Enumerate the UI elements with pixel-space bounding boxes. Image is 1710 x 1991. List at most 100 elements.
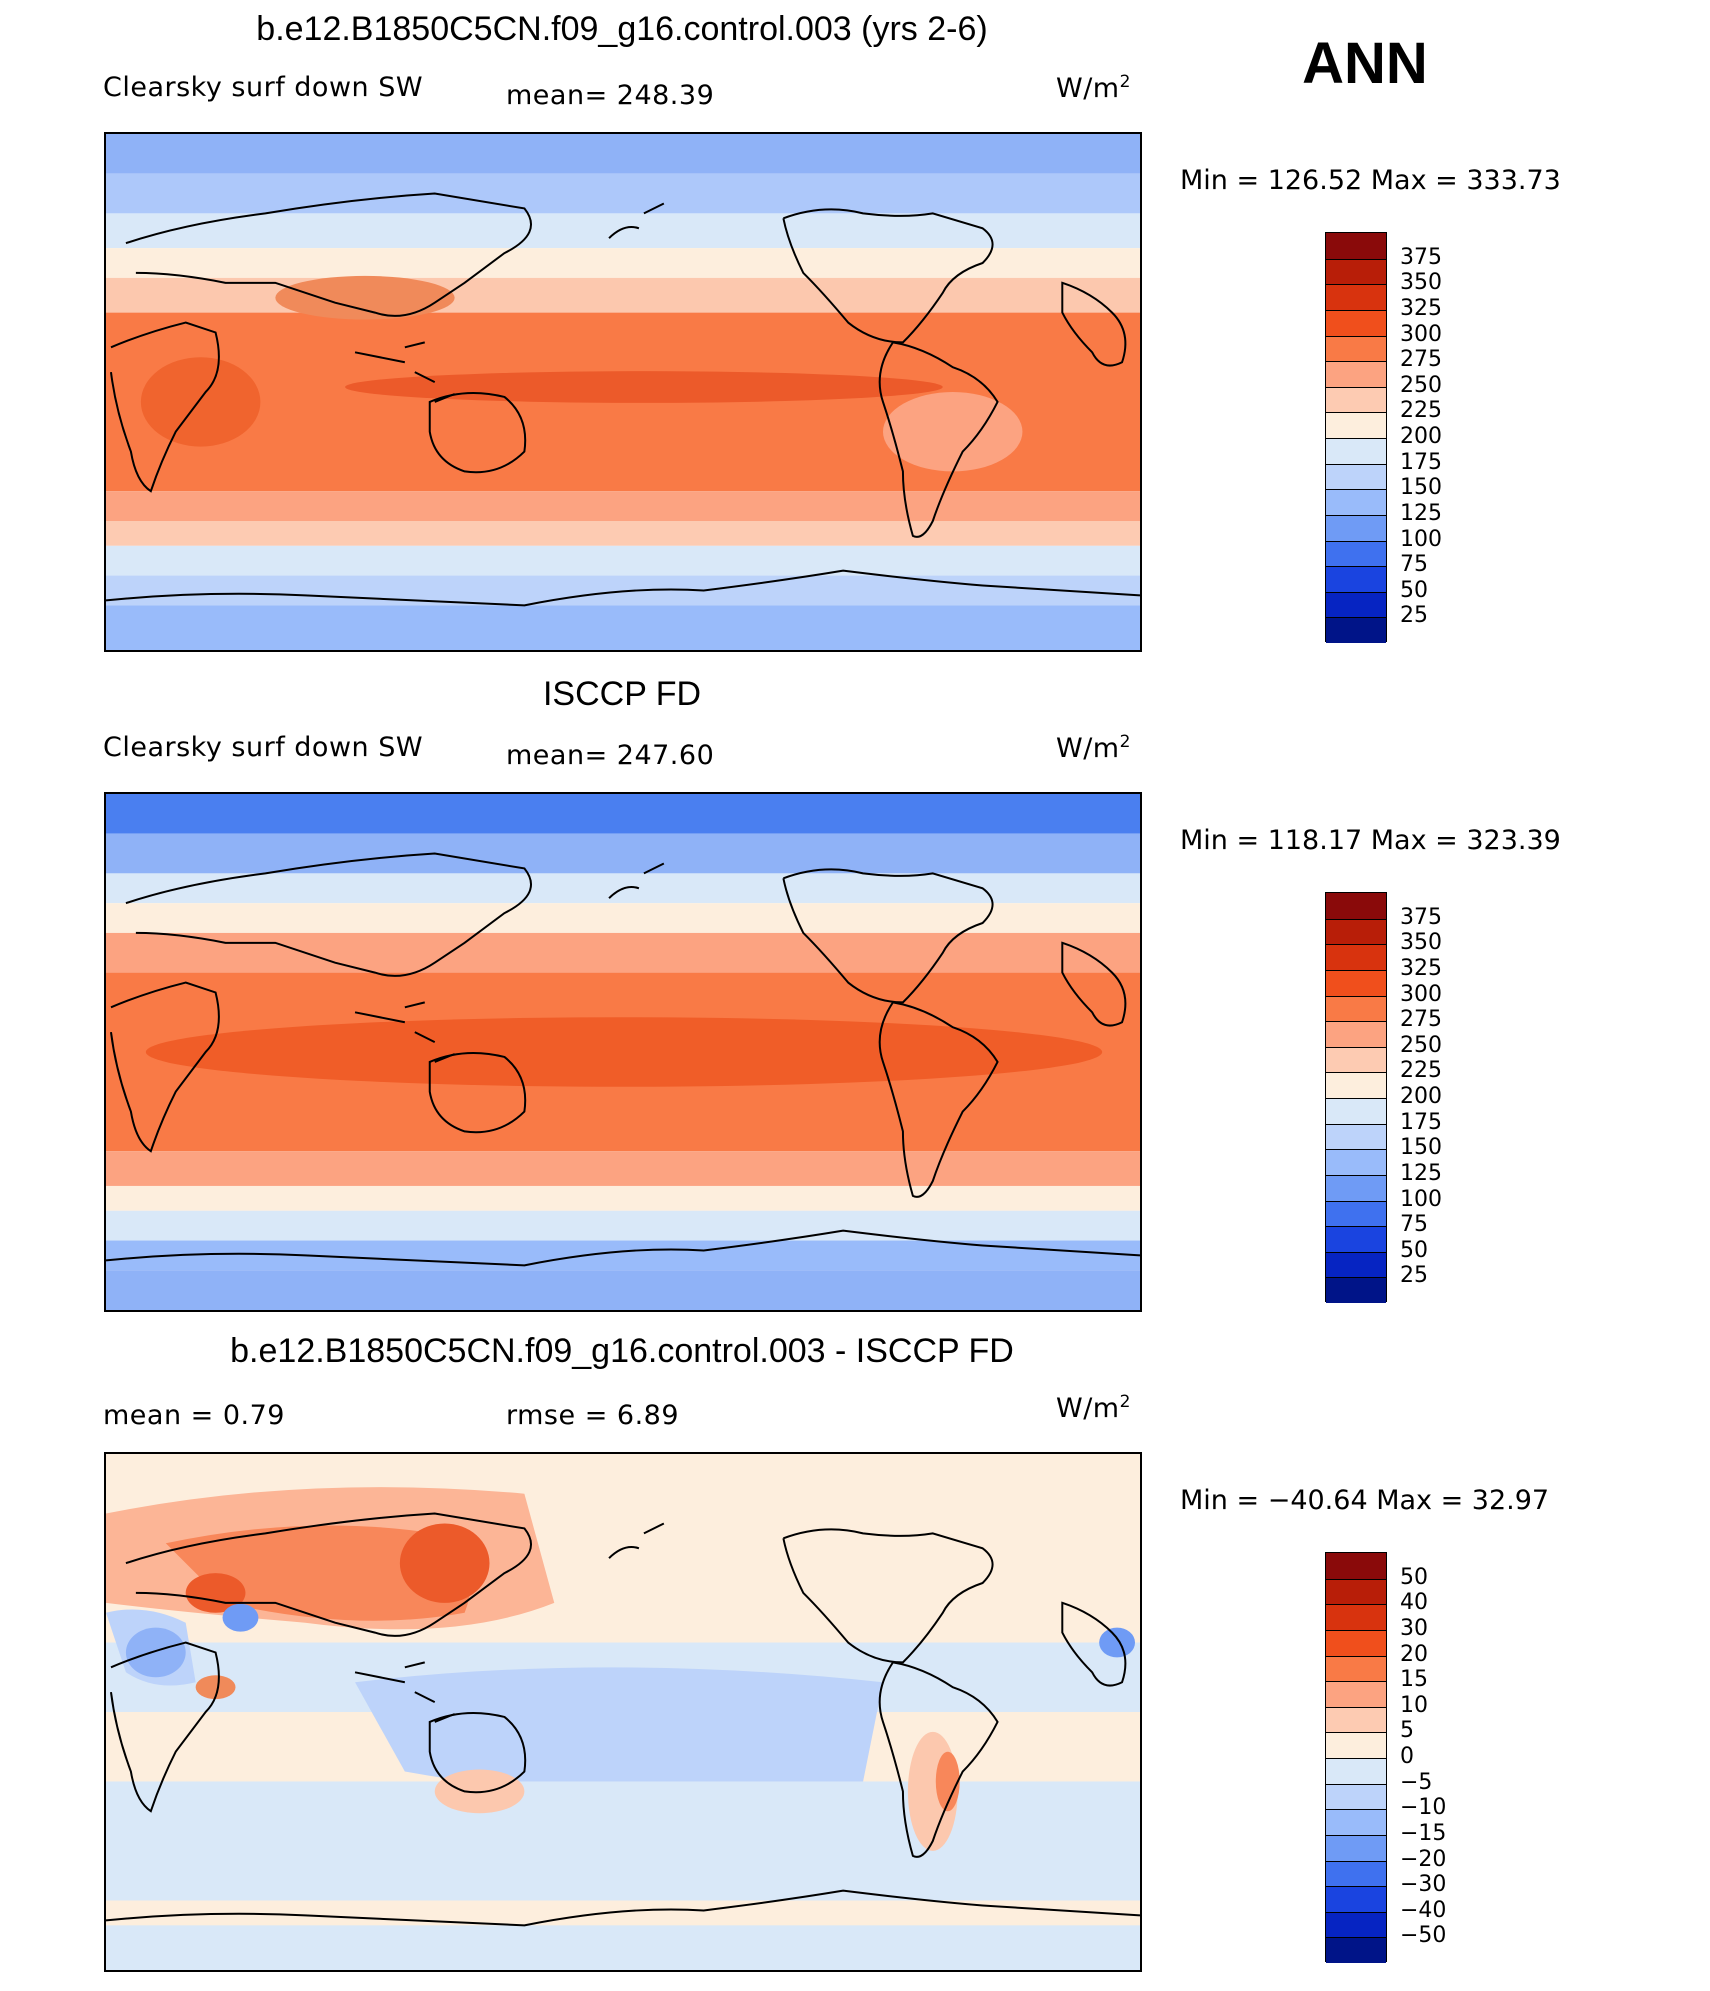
colorbar-swatch (1326, 617, 1386, 643)
colorbar-tick-label: 350 (1400, 930, 1442, 956)
colorbar-swatch (1326, 1021, 1386, 1047)
colorbar-swatch (1326, 1911, 1386, 1938)
colorbar-swatch (1326, 893, 1386, 919)
colorbar-tick-label: 30 (1400, 1615, 1428, 1641)
colorbar-tick-label: 25 (1400, 1263, 1428, 1289)
colorbar-model (1325, 232, 1387, 643)
colorbar-swatch (1326, 1706, 1386, 1733)
panel-obs-map (104, 792, 1142, 1312)
colorbar-swatch (1326, 1783, 1386, 1810)
colorbar-swatch (1326, 1123, 1386, 1150)
panel-diff-mean: mean = 0.79 (103, 1400, 285, 1431)
colorbar-tick-label: 20 (1400, 1641, 1428, 1667)
colorbar-tick-label: 150 (1400, 1135, 1442, 1161)
colorbar-tick-label: 125 (1400, 500, 1442, 526)
colorbar-swatch (1326, 1098, 1386, 1124)
panel-obs-mean: mean= 247.60 (506, 740, 715, 771)
panel-obs-units: W/m2 (1056, 732, 1131, 764)
colorbar-tick-label: 275 (1400, 1007, 1442, 1033)
colorbar-tick-label: 250 (1400, 372, 1442, 398)
colorbar-swatch (1326, 1860, 1386, 1887)
colorbar-swatch (1326, 1604, 1386, 1630)
colorbar-swatch (1326, 1655, 1386, 1682)
colorbar-obs (1325, 892, 1387, 1303)
colorbar-tick-label: 150 (1400, 475, 1442, 501)
colorbar-tick-label: −20 (1400, 1846, 1447, 1872)
colorbar-swatch (1326, 1226, 1386, 1252)
panel-model-mean: mean= 248.39 (506, 80, 715, 111)
colorbar-swatch (1326, 540, 1386, 567)
colorbar-tick-label: 75 (1400, 1212, 1428, 1238)
colorbar-swatch (1326, 591, 1386, 618)
panel-model-map (104, 132, 1142, 652)
season-label: ANN (1302, 31, 1428, 96)
colorbar-swatch (1326, 1149, 1386, 1175)
colorbar-swatch (1326, 995, 1386, 1022)
colorbar-swatch (1326, 1200, 1386, 1227)
colorbar-swatch (1326, 258, 1386, 285)
colorbar-swatch (1326, 1174, 1386, 1201)
colorbar-tick-label: 250 (1400, 1032, 1442, 1058)
colorbar-swatch (1326, 1629, 1386, 1656)
colorbar-swatch (1326, 1834, 1386, 1861)
colorbar-tick-label: 175 (1400, 1109, 1442, 1135)
colorbar-swatch (1326, 386, 1386, 413)
colorbar-swatch (1326, 1886, 1386, 1912)
colorbar-swatch (1326, 1758, 1386, 1784)
colorbar-tick-label: 325 (1400, 295, 1442, 321)
colorbar-swatch (1326, 463, 1386, 490)
colorbar-swatch (1326, 969, 1386, 996)
colorbar-tick-label: 300 (1400, 981, 1442, 1007)
colorbar-swatch (1326, 1251, 1386, 1278)
colorbar-swatch (1326, 944, 1386, 970)
colorbar-tick-label: −30 (1400, 1872, 1447, 1898)
colorbar-swatch (1326, 1681, 1386, 1707)
colorbar-swatch (1326, 412, 1386, 438)
colorbar-tick-label: 50 (1400, 577, 1428, 603)
colorbar-tick-label: 325 (1400, 955, 1442, 981)
colorbar-tick-label: 50 (1400, 1564, 1428, 1590)
colorbar-tick-label: 0 (1400, 1744, 1414, 1769)
colorbar-swatch (1326, 233, 1386, 259)
colorbar-diff (1325, 1552, 1387, 1963)
panel-diff-units: W/m2 (1056, 1392, 1131, 1424)
colorbar-tick-label: −15 (1400, 1820, 1447, 1846)
panel-diff-title: b.e12.B1850C5CN.f09_g16.control.003 - IS… (230, 1332, 1014, 1370)
colorbar-swatch (1326, 361, 1386, 387)
colorbar-swatch (1326, 514, 1386, 541)
colorbar-tick-label: −10 (1400, 1795, 1447, 1821)
colorbar-tick-label: 225 (1400, 1058, 1442, 1084)
colorbar-swatch (1326, 335, 1386, 362)
colorbar-swatch (1326, 1937, 1386, 1963)
colorbar-swatch (1326, 1553, 1386, 1579)
colorbar-swatch (1326, 438, 1386, 464)
colorbar-tick-label: 100 (1400, 1186, 1442, 1212)
panel-model-units: W/m2 (1056, 72, 1131, 104)
colorbar-tick-label: 25 (1400, 603, 1428, 629)
panel-diff-minmax: Min = −40.64 Max = 32.97 (1180, 1485, 1550, 1516)
colorbar-tick-label: 100 (1400, 526, 1442, 552)
colorbar-swatch (1326, 1277, 1386, 1303)
panel-model-variable: Clearsky surf down SW (103, 72, 424, 103)
colorbar-tick-label: 300 (1400, 321, 1442, 347)
colorbar-swatch (1326, 309, 1386, 336)
colorbar-tick-label: 40 (1400, 1590, 1428, 1616)
panel-model-title: b.e12.B1850C5CN.f09_g16.control.003 (yrs… (256, 10, 988, 48)
colorbar-tick-label: 225 (1400, 398, 1442, 424)
panel-diff-map (104, 1452, 1142, 1972)
panel-obs-variable: Clearsky surf down SW (103, 732, 424, 763)
colorbar-tick-label: 375 (1400, 904, 1442, 930)
panel-obs-minmax: Min = 118.17 Max = 323.39 (1180, 825, 1561, 856)
colorbar-tick-label: −50 (1400, 1923, 1447, 1949)
colorbar-tick-label: −5 (1400, 1769, 1433, 1795)
colorbar-tick-label: 375 (1400, 244, 1442, 270)
colorbar-tick-label: 275 (1400, 347, 1442, 373)
colorbar-tick-label: 350 (1400, 270, 1442, 296)
colorbar-tick-label: 50 (1400, 1237, 1428, 1263)
colorbar-swatch (1326, 1732, 1386, 1758)
colorbar-swatch (1326, 1046, 1386, 1073)
colorbar-tick-label: 200 (1400, 424, 1442, 449)
colorbar-tick-label: 10 (1400, 1692, 1428, 1718)
panel-obs-title: ISCCP FD (542, 675, 702, 713)
colorbar-tick-label: 200 (1400, 1084, 1442, 1109)
